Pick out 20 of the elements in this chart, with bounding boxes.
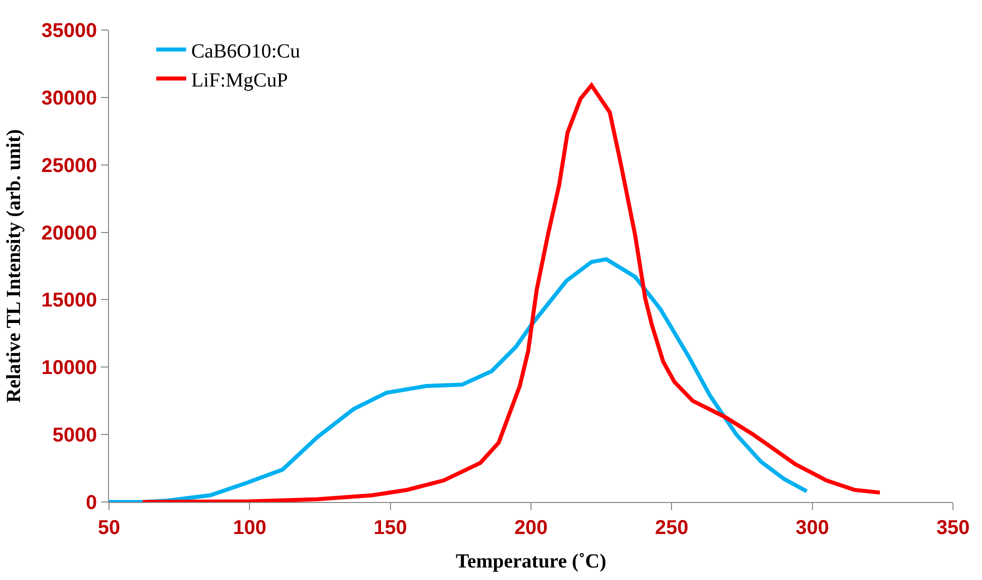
y-tick-label: 25000 <box>41 154 97 177</box>
x-tick-label: 350 <box>936 517 970 539</box>
x-tick-label: 200 <box>514 517 548 539</box>
legend-label: CaB6O10:Cu <box>191 40 300 62</box>
x-tick-label: 100 <box>232 517 266 539</box>
y-tick-label: 0 <box>86 492 97 514</box>
y-tick-label: 30000 <box>41 87 97 110</box>
x-tick-label: 150 <box>374 517 408 539</box>
y-tick-label: 15000 <box>41 290 97 312</box>
y-tick-label: 20000 <box>41 222 97 244</box>
x-tick-label: 300 <box>796 517 830 539</box>
y-tick-label: 5000 <box>52 424 97 447</box>
x-tick-label: 50 <box>98 517 120 539</box>
y-tick-label: 35000 <box>41 20 97 42</box>
y-tick-label: 10000 <box>41 357 97 380</box>
legend-label: LiF:MgCuP <box>191 69 288 92</box>
line-series <box>109 257 809 502</box>
x-tick-label: 250 <box>654 517 688 539</box>
y-axis-title: Relative TL Intensity (arb. unit) <box>2 129 25 403</box>
x-axis-title: Temperature (˚C) <box>456 550 606 572</box>
